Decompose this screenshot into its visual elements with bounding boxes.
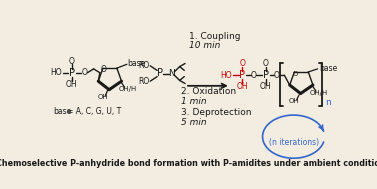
Text: N: N (168, 69, 175, 78)
Text: RO: RO (138, 61, 149, 70)
Text: P: P (263, 70, 269, 80)
Text: O: O (239, 59, 245, 68)
Text: OH: OH (289, 98, 300, 104)
Text: P: P (239, 70, 245, 80)
Text: P: P (69, 68, 75, 78)
Text: 1. Coupling: 1. Coupling (189, 32, 241, 41)
Text: (n iterations): (n iterations) (268, 138, 319, 147)
Text: OH/H: OH/H (310, 90, 328, 96)
Text: O: O (101, 65, 107, 74)
Text: base: base (319, 64, 337, 73)
Text: OH: OH (66, 80, 78, 89)
Text: HO: HO (50, 68, 62, 77)
Text: 3. Deprotection: 3. Deprotection (181, 108, 252, 116)
Text: HO: HO (221, 70, 232, 80)
Text: OH: OH (98, 94, 108, 100)
Text: RO: RO (138, 77, 149, 86)
Text: Chemoselective P-anhydride bond formation with P-amidites under ambient conditio: Chemoselective P-anhydride bond formatio… (0, 159, 377, 168)
Text: P: P (156, 68, 162, 78)
Text: 1 min: 1 min (181, 98, 207, 106)
Text: O: O (293, 70, 298, 77)
Text: O: O (263, 59, 268, 68)
Text: O: O (274, 70, 279, 80)
Text: base: base (128, 59, 146, 68)
Text: OH/H: OH/H (119, 86, 137, 92)
Text: 5 min: 5 min (181, 118, 207, 126)
Text: 2. Oxidation: 2. Oxidation (181, 88, 236, 96)
Text: O: O (250, 70, 256, 80)
Text: base: base (53, 107, 72, 116)
Text: O: O (69, 57, 75, 66)
Text: O: O (81, 68, 87, 77)
Text: 10 min: 10 min (189, 41, 220, 50)
Text: = A, C, G, U, T: = A, C, G, U, T (67, 107, 121, 116)
Text: OH: OH (237, 82, 248, 91)
Text: OH: OH (260, 82, 271, 91)
Text: n: n (325, 98, 331, 107)
